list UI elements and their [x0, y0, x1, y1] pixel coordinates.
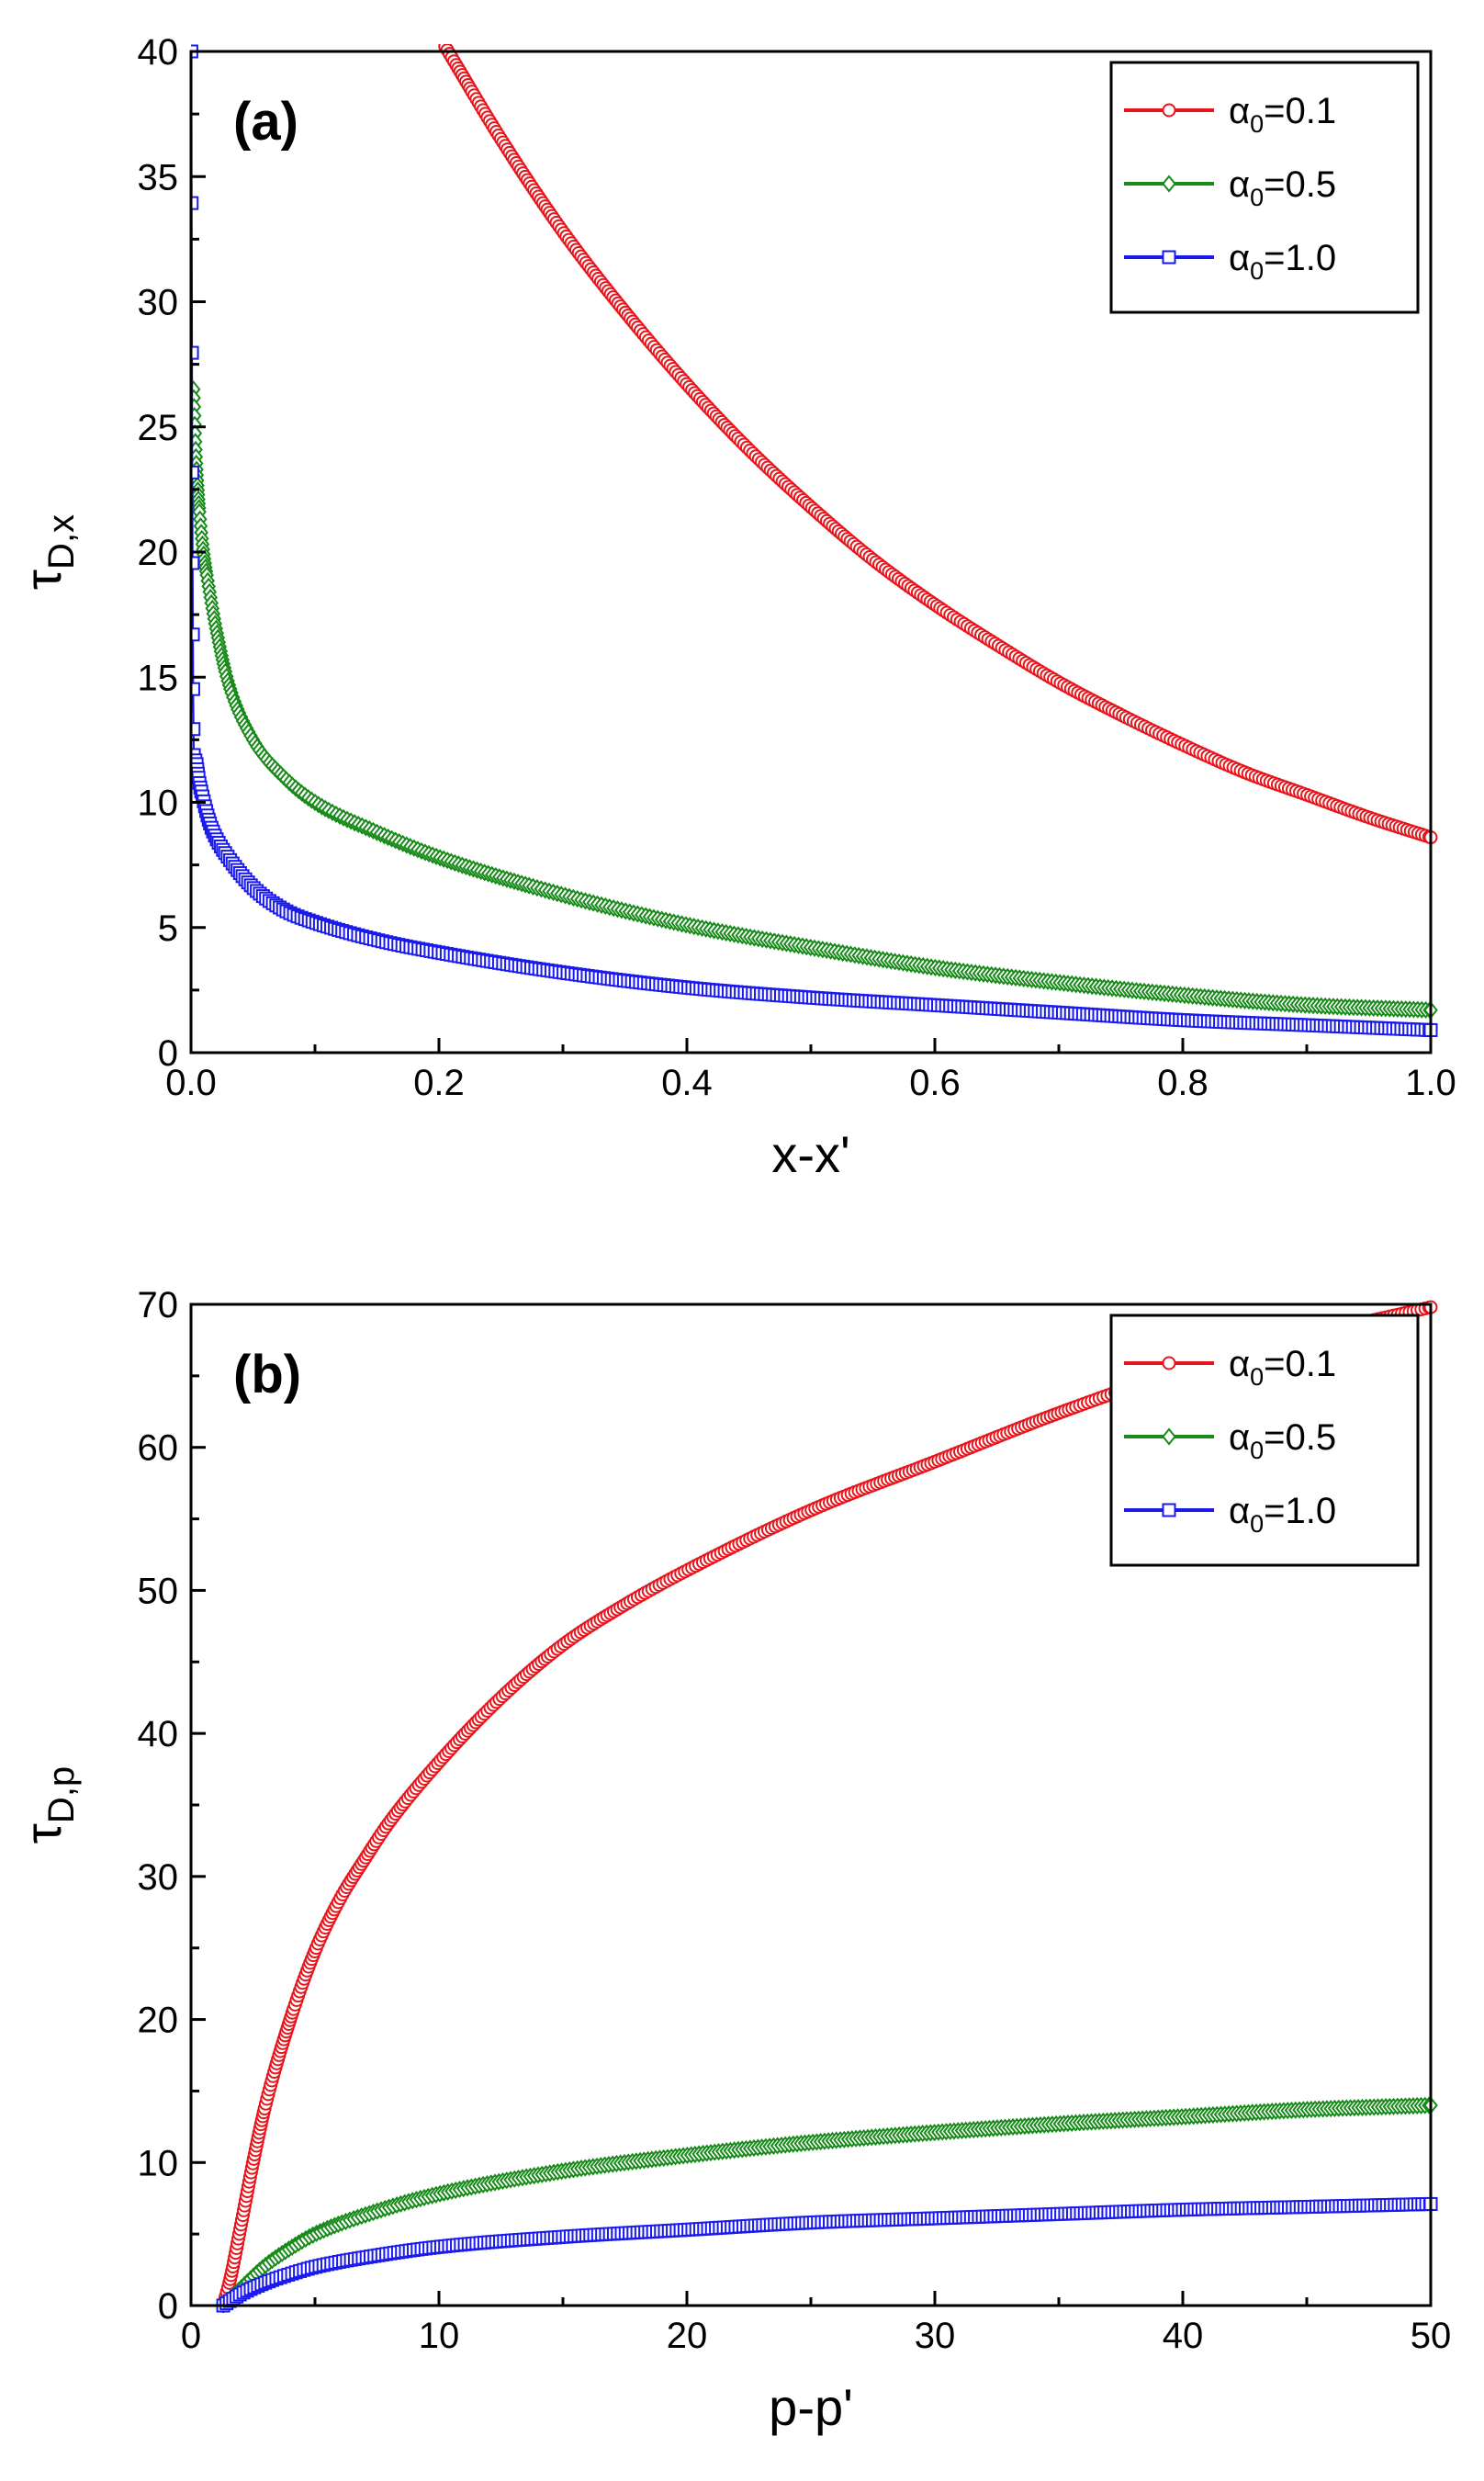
panel-a-legend-label-2: α0=0.5 — [1229, 164, 1336, 211]
panel-a-legend-label-3: α0=1.0 — [1229, 238, 1336, 285]
panel-b-marks — [216, 1300, 1438, 2313]
panel-b-legend-label-2-rest: =0.5 — [1264, 1417, 1336, 1458]
panel-a-legend-label-2-sub: 0 — [1250, 184, 1264, 211]
panel-a-ytick-label-9: 40 — [138, 32, 179, 73]
panel-a: 0.0 0.2 0.4 0.6 0.8 1.0 0 5 10 15 20 25 30 35 40 (a) x… — [14, 32, 1456, 1183]
panel-a-legend-marker-2 — [1162, 175, 1176, 193]
panel-b-legend-label-1-sub: 0 — [1250, 1363, 1264, 1391]
panel-a-ytick-label-7: 30 — [138, 283, 179, 323]
panel-a-ylabel-sub: D,x — [41, 514, 82, 570]
panel-a-series-1 — [438, 44, 1438, 845]
panel-a-legend-label-2-main: α — [1229, 164, 1250, 205]
panel-a-ytick-label-5: 20 — [138, 533, 179, 573]
panel-a-legend-box — [1109, 61, 1420, 314]
panel-b-legend: α0=0.1α0=0.5α0=1.0 — [1109, 1314, 1420, 1567]
panel-b-legend-box — [1109, 1314, 1420, 1567]
panel-b-frame — [189, 1303, 1433, 2307]
panel-b-legend-label-2-sub: 0 — [1250, 1437, 1264, 1464]
panel-a-ticks: 0.0 0.2 0.4 0.6 0.8 1.0 0 5 10 15 20 25 30 35 40 — [138, 32, 1456, 1103]
panel-a-ylabel: τD,x — [14, 514, 82, 590]
panel-b-ytick-label-3: 20 — [138, 2001, 179, 2041]
panel-b-ylabel-sub: D,p — [41, 1766, 82, 1823]
panel-a-ytick-label-1: 0 — [158, 1033, 178, 1074]
panel-b-legend-label-1-main: α — [1229, 1344, 1250, 1384]
panel-b-legend-label-3-rest: =1.0 — [1264, 1491, 1336, 1531]
panel-a-xtick-label-6: 1.0 — [1405, 1063, 1456, 1103]
panel-b-legend-marker-3 — [1162, 1503, 1176, 1517]
panel-a-xlabel: x-x' — [771, 1125, 849, 1183]
panel-a-marks — [191, 44, 1438, 1037]
panel-a-legend-marker-1 — [1162, 103, 1176, 118]
panel-a-ytick-label-3: 10 — [138, 784, 179, 824]
panel-b-legend-label-1-rest: =0.1 — [1264, 1344, 1336, 1384]
panel-a-series-3-point-8 — [191, 722, 201, 737]
panel-b-ylabel-main: τ — [14, 1823, 72, 1844]
panel-b-xlabel: p-p' — [769, 2378, 853, 2436]
panel-a-ylabel-main: τ — [14, 570, 72, 590]
panel-a-xtick-label-5: 0.8 — [1157, 1063, 1209, 1103]
panel-a-legend-label-1-main: α — [1229, 91, 1250, 131]
panel-b-xtick-label-4: 30 — [915, 2316, 956, 2356]
panel-b-legend-marker-1 — [1162, 1356, 1176, 1370]
panel-b-ylabel: τD,p — [14, 1766, 82, 1844]
panel-b-ticks: 0 10 20 30 40 50 0 10 20 30 40 50 60 70 — [138, 1285, 1452, 2356]
panel-a-xtick-label-2: 0.2 — [413, 1063, 465, 1103]
panel-a-ytick-label-6: 25 — [138, 408, 179, 448]
panel-b-legend-marker-2 — [1162, 1427, 1176, 1446]
panel-a-legend-label-2-rest: =0.5 — [1264, 164, 1336, 205]
panel-a-series-3-point-7 — [191, 682, 200, 696]
panel-b-legend-label-1: α0=0.1 — [1229, 1344, 1336, 1391]
panel-a-legend-label-3-rest: =1.0 — [1264, 238, 1336, 278]
panel-b-xtick-label-5: 40 — [1163, 2316, 1204, 2356]
panel-a-series-3 — [191, 44, 1438, 1037]
panel-a-legend-label-3-main: α — [1229, 238, 1250, 278]
panel-a-frame — [189, 50, 1433, 1054]
panel-b-legend-label-2: α0=0.5 — [1229, 1417, 1336, 1464]
panel-a-legend-label-1-sub: 0 — [1250, 110, 1264, 138]
panel-b-xtick-label-3: 20 — [667, 2316, 708, 2356]
panel-a-legend-label-1-rest: =0.1 — [1264, 91, 1336, 131]
panel-b-legend-label-3-sub: 0 — [1250, 1510, 1264, 1538]
panel-b-ytick-label-8: 70 — [138, 1285, 179, 1325]
panel-a-xtick-label-1: 0.0 — [165, 1063, 217, 1103]
panel-b-legend-label-3-main: α — [1229, 1491, 1250, 1531]
panel-a-label: (a) — [233, 92, 298, 152]
panel-b-ytick-label-7: 60 — [138, 1428, 179, 1469]
panel-a-legend-marker-3 — [1162, 250, 1176, 265]
panel-b-ytick-label-4: 30 — [138, 1857, 179, 1898]
panel-a-ytick-label-4: 15 — [138, 658, 179, 698]
panel-b-ytick-label-1: 0 — [158, 2286, 178, 2327]
panel-b-xtick-label-2: 10 — [419, 2316, 460, 2356]
panel-b-legend-label-2-main: α — [1229, 1417, 1250, 1458]
panel-a-ytick-label-2: 5 — [158, 908, 178, 949]
panel-b-ytick-label-5: 40 — [138, 1714, 179, 1754]
panel-a-legend-label-1: α0=0.1 — [1229, 91, 1336, 138]
panel-a-series-2 — [191, 380, 1438, 1020]
panel-b-label: (b) — [233, 1345, 301, 1404]
panel-a-xtick-label-4: 0.6 — [909, 1063, 961, 1103]
panel-a-series-3-point-5 — [191, 556, 200, 570]
panel-b-xtick-label-6: 50 — [1411, 2316, 1452, 2356]
panel-b: 0 10 20 30 40 50 0 10 20 30 40 50 60 70 (b) p-p' τD,p… — [14, 1285, 1451, 2436]
panel-a-series-3-point-6 — [191, 627, 200, 642]
panel-a-series-2-line — [192, 389, 1432, 1011]
panel-a-xtick-label-3: 0.4 — [661, 1063, 713, 1103]
panel-b-legend-label-3: α0=1.0 — [1229, 1491, 1336, 1538]
panel-b-ytick-label-6: 50 — [138, 1571, 179, 1611]
panel-a-ytick-label-8: 35 — [138, 157, 179, 197]
panel-b-series-3 — [216, 2196, 1438, 2313]
panel-b-ytick-label-2: 10 — [138, 2143, 179, 2183]
panel-b-xtick-label-1: 0 — [181, 2316, 201, 2356]
panel-a-legend: α0=0.1α0=0.5α0=1.0 — [1109, 61, 1420, 314]
panel-a-legend-label-3-sub: 0 — [1250, 257, 1264, 285]
